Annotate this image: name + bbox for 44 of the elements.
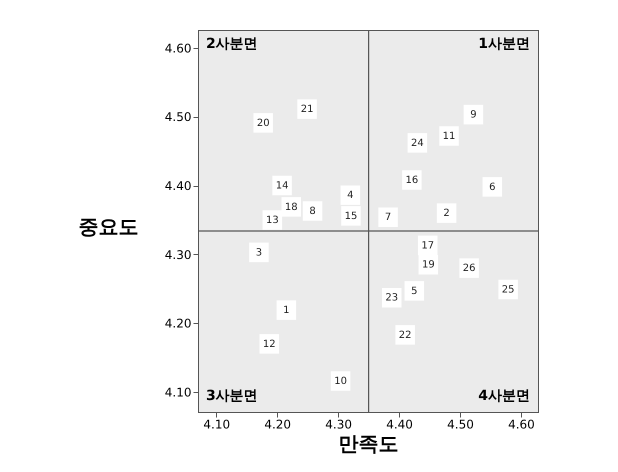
series-label: 8 xyxy=(309,206,316,218)
y-tick-label: 4.40 xyxy=(164,179,192,194)
x-axis-title: 만족도 xyxy=(338,432,398,456)
series-label: 4 xyxy=(347,190,354,202)
x-tick-label: 4.40 xyxy=(386,418,413,432)
series-label: 18 xyxy=(284,202,298,213)
series-label: 22 xyxy=(398,330,412,341)
series-label: 13 xyxy=(266,214,279,226)
series-label: 5 xyxy=(411,286,418,297)
series-label: 21 xyxy=(300,104,314,116)
annotation: 3사분면 xyxy=(206,388,258,404)
series-label: 20 xyxy=(256,118,270,129)
series-label: 6 xyxy=(489,182,496,193)
series-label: 12 xyxy=(262,338,276,350)
x-tick-label: 4.60 xyxy=(508,418,535,432)
series-label: 24 xyxy=(410,138,424,149)
y-tick-label: 4.10 xyxy=(164,386,192,400)
series-label: 15 xyxy=(344,210,358,222)
y-tick-label: 4.30 xyxy=(164,248,192,262)
series-label: 26 xyxy=(462,263,476,274)
y-tick-label: 4.50 xyxy=(164,110,192,124)
y-axis-title: 중요도 xyxy=(78,214,138,238)
series-label: 23 xyxy=(385,292,398,304)
series-label: 2 xyxy=(443,208,450,220)
annotation: 1사분면 xyxy=(478,36,530,52)
series-label: 17 xyxy=(421,240,434,252)
x-tick-label: 4.10 xyxy=(203,418,230,432)
y-tick-label: 4.20 xyxy=(164,316,192,331)
x-tick-label: 4.50 xyxy=(447,418,474,432)
annotation: 2사분면 xyxy=(206,36,258,52)
series-label: 25 xyxy=(502,284,515,296)
series-label: 9 xyxy=(470,110,477,121)
series-label: 11 xyxy=(442,130,456,142)
series-label: 3 xyxy=(256,247,262,258)
x-tick-label: 4.20 xyxy=(264,418,292,432)
series-label: 19 xyxy=(422,260,435,271)
series-label: 16 xyxy=(406,175,418,186)
series-label: 14 xyxy=(276,180,288,192)
y-tick-label: 4.60 xyxy=(164,41,192,56)
annotation: 4사분면 xyxy=(478,388,530,404)
series-label: 10 xyxy=(334,376,347,388)
series-label: 7 xyxy=(384,212,392,224)
series-label: 1 xyxy=(283,305,290,316)
x-tick-label: 4.30 xyxy=(325,418,352,432)
